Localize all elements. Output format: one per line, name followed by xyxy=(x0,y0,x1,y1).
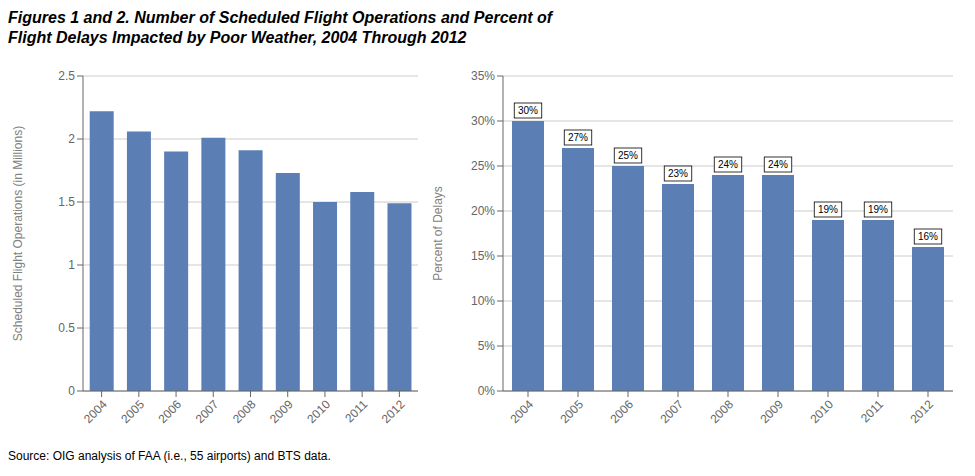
svg-text:2005: 2005 xyxy=(118,397,147,426)
svg-text:0%: 0% xyxy=(478,384,496,398)
svg-text:2010: 2010 xyxy=(304,397,333,426)
html-text:Source: OIG analysis of FAA (i: Source: OIG analysis of FAA (i.e., 55 ai… xyxy=(8,449,331,463)
svg-text:2008: 2008 xyxy=(230,397,259,426)
html-text:Figures 1 and 2. Number of Sch: Figures 1 and 2. Number of Scheduled Fli… xyxy=(8,9,553,26)
html-text:Flight Delays Impacted by Poor: Flight Delays Impacted by Poor Weather, … xyxy=(8,29,467,46)
svg-text:19%: 19% xyxy=(868,204,888,215)
svg-text:2005: 2005 xyxy=(557,397,586,426)
svg-text:2007: 2007 xyxy=(657,397,686,426)
svg-text:0.5: 0.5 xyxy=(58,321,75,335)
svg-text:2.5: 2.5 xyxy=(58,69,75,83)
svg-text:24%: 24% xyxy=(768,159,788,170)
svg-text:2007: 2007 xyxy=(193,397,222,426)
svg-text:2008: 2008 xyxy=(707,397,736,426)
svg-text:2006: 2006 xyxy=(607,397,636,426)
svg-text:25%: 25% xyxy=(471,159,495,173)
svg-text:0: 0 xyxy=(68,384,75,398)
svg-text:2011: 2011 xyxy=(342,397,370,425)
svg-text:2010: 2010 xyxy=(807,397,836,426)
svg-text:1.5: 1.5 xyxy=(58,195,75,209)
svg-text:2009: 2009 xyxy=(757,397,786,426)
svg-text:2012: 2012 xyxy=(907,397,936,426)
svg-text:20%: 20% xyxy=(471,204,495,218)
svg-text:2004: 2004 xyxy=(81,397,110,426)
svg-text:2009: 2009 xyxy=(267,397,296,426)
svg-text:2: 2 xyxy=(68,132,75,146)
svg-text:24%: 24% xyxy=(718,159,738,170)
svg-text:1: 1 xyxy=(68,258,75,272)
svg-text:5%: 5% xyxy=(478,339,496,353)
svg-text:27%: 27% xyxy=(568,132,588,143)
svg-text:30%: 30% xyxy=(471,114,495,128)
svg-text:Scheduled Flight Operations (i: Scheduled Flight Operations (in Millions… xyxy=(11,126,25,341)
svg-text:23%: 23% xyxy=(668,168,688,179)
svg-text:2012: 2012 xyxy=(379,397,408,426)
svg-text:30%: 30% xyxy=(518,105,538,116)
svg-text:35%: 35% xyxy=(471,69,495,83)
svg-text:15%: 15% xyxy=(471,249,495,263)
svg-text:Percent of Delays: Percent of Delays xyxy=(431,186,445,281)
svg-text:19%: 19% xyxy=(818,204,838,215)
svg-text:2004: 2004 xyxy=(507,397,536,426)
svg-text:2006: 2006 xyxy=(155,397,184,426)
svg-text:10%: 10% xyxy=(471,294,495,308)
svg-text:16%: 16% xyxy=(918,231,938,242)
svg-text:2011: 2011 xyxy=(858,397,886,425)
svg-text:25%: 25% xyxy=(618,150,638,161)
